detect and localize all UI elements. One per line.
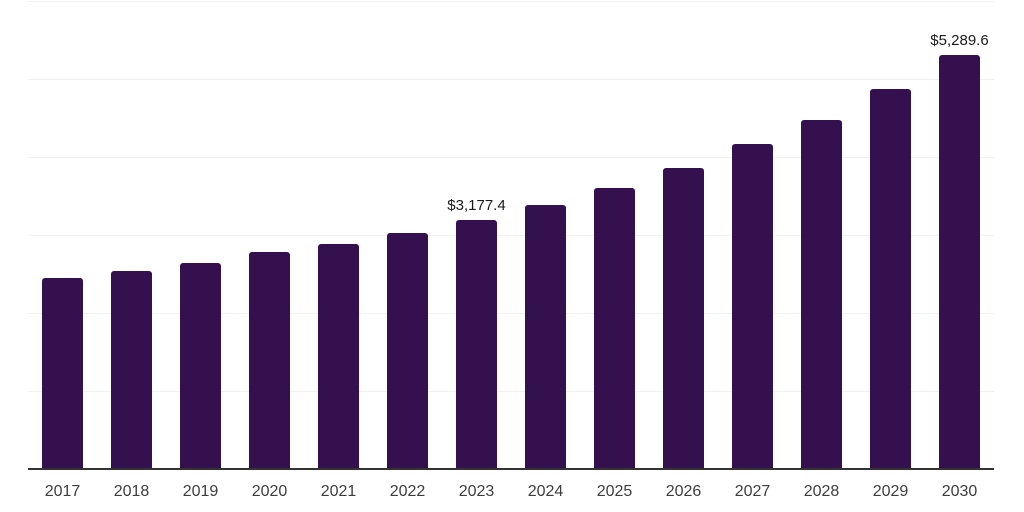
bar-2028 (801, 120, 842, 468)
gridline (28, 313, 994, 314)
bar-slot (856, 0, 925, 468)
x-axis-line (28, 468, 994, 470)
gridline (28, 391, 994, 392)
bar-slot (580, 0, 649, 468)
bar-2020 (249, 252, 290, 468)
x-axis-label-2027: 2027 (734, 483, 771, 500)
bar-slot: $5,289.6 (925, 0, 994, 468)
bar-2025 (594, 188, 635, 468)
bar-slot (718, 0, 787, 468)
bar-slot (166, 0, 235, 468)
bar-slot (28, 0, 97, 468)
bar-2027 (732, 144, 773, 468)
gridline (28, 157, 994, 158)
bar-2017 (42, 278, 83, 468)
gridline (28, 1, 994, 2)
x-axis-labels: 2017 2018 2019 2020 2021 2022 2023 2024 2025 2026… (28, 482, 994, 501)
bar-2018 (111, 271, 152, 468)
bar-slot (304, 0, 373, 468)
x-axis-label-2022: 2022 (389, 483, 426, 500)
x-axis-label-2017: 2017 (44, 483, 81, 500)
bar-2023 (456, 220, 497, 468)
x-axis-label-2020: 2020 (251, 483, 288, 500)
bar-slot (373, 0, 442, 468)
x-axis-label-2019: 2019 (182, 483, 219, 500)
bar-value-label: $5,289.6 (930, 32, 989, 49)
x-axis-label-2023: 2023 (458, 483, 495, 500)
bar-slot (235, 0, 304, 468)
bar-2030 (939, 55, 980, 468)
x-axis-label-2024: 2024 (527, 483, 564, 500)
x-axis-label-2028: 2028 (803, 483, 840, 500)
bar-2029 (870, 89, 911, 468)
x-axis-label-2030: 2030 (941, 483, 978, 500)
x-axis-label-2021: 2021 (320, 483, 357, 500)
bar-slot (511, 0, 580, 468)
bar-slot (787, 0, 856, 468)
bars: $3,177.4 $5,289.6 (28, 0, 994, 468)
plot-area: $3,177.4 $5,289.6 (28, 0, 994, 470)
bar-slot (97, 0, 166, 468)
x-axis-label-2029: 2029 (872, 483, 909, 500)
x-axis-label-2026: 2026 (665, 483, 702, 500)
x-axis-label-2018: 2018 (113, 483, 150, 500)
bar-2022 (387, 233, 428, 468)
bar-2021 (318, 244, 359, 468)
bar-slot: $3,177.4 (442, 0, 511, 468)
bar-value-label: $3,177.4 (447, 197, 506, 214)
gridline (28, 79, 994, 80)
bar-slot (649, 0, 718, 468)
x-axis-label-2025: 2025 (596, 483, 633, 500)
bar-2024 (525, 205, 566, 468)
gridline (28, 235, 994, 236)
bar-2026 (663, 168, 704, 468)
bar-2019 (180, 263, 221, 468)
